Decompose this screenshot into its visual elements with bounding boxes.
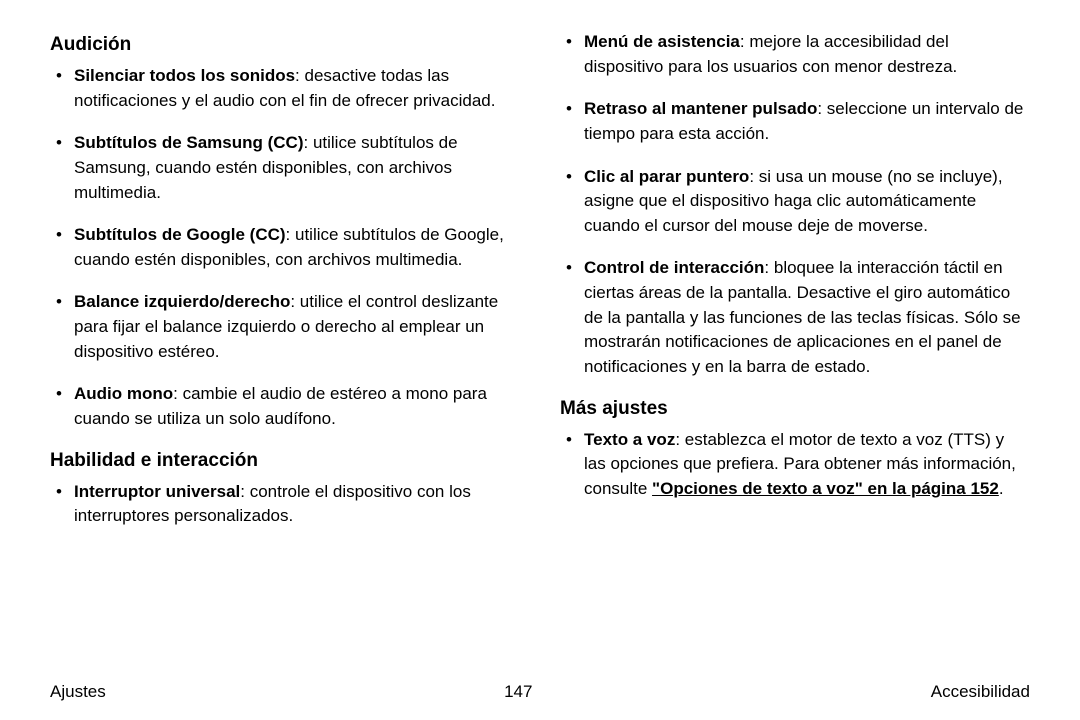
item-bold: Subtítulos de Samsung (CC)	[74, 133, 304, 152]
list-item: Subtítulos de Google (CC): utilice subtí…	[74, 223, 520, 272]
list-item: Retraso al mantener pulsado: seleccione …	[584, 97, 1030, 146]
heading-mas-ajustes: Más ajustes	[560, 398, 1030, 420]
page-content: Audición Silenciar todos los sonidos: de…	[50, 30, 1030, 547]
item-tail: .	[999, 479, 1004, 498]
list-mas-ajustes: Texto a voz: establezca el motor de text…	[560, 428, 1030, 502]
list-item: Balance izquierdo/derecho: utilice el co…	[74, 290, 520, 364]
list-audicion: Silenciar todos los sonidos: desactive t…	[50, 64, 520, 432]
list-item: Interruptor universal: controle el dispo…	[74, 480, 520, 529]
item-bold: Texto a voz	[584, 430, 675, 449]
left-column: Audición Silenciar todos los sonidos: de…	[50, 30, 520, 547]
heading-audicion: Audición	[50, 34, 520, 56]
item-bold: Subtítulos de Google (CC)	[74, 225, 286, 244]
cross-ref-link[interactable]: "Opciones de texto a voz" en la página 1…	[652, 479, 999, 498]
footer-right: Accesibilidad	[931, 682, 1030, 702]
item-bold: Silenciar todos los sonidos	[74, 66, 295, 85]
item-bold: Interruptor universal	[74, 482, 240, 501]
list-item: Menú de asistencia: mejore la accesibili…	[584, 30, 1030, 79]
heading-habilidad: Habilidad e interacción	[50, 450, 520, 472]
list-habilidad: Interruptor universal: controle el dispo…	[50, 480, 520, 529]
footer-page-number: 147	[504, 682, 532, 702]
list-item: Silenciar todos los sonidos: desactive t…	[74, 64, 520, 113]
item-bold: Audio mono	[74, 384, 173, 403]
list-item: Control de interacción: bloquee la inter…	[584, 256, 1030, 379]
list-item: Texto a voz: establezca el motor de text…	[584, 428, 1030, 502]
item-bold: Control de interacción	[584, 258, 764, 277]
list-right-top: Menú de asistencia: mejore la accesibili…	[560, 30, 1030, 380]
item-bold: Menú de asistencia	[584, 32, 740, 51]
list-item: Subtítulos de Samsung (CC): utilice subt…	[74, 131, 520, 205]
item-bold: Clic al parar puntero	[584, 167, 749, 186]
item-bold: Retraso al mantener pulsado	[584, 99, 817, 118]
footer-left: Ajustes	[50, 682, 106, 702]
list-item: Clic al parar puntero: si usa un mouse (…	[584, 165, 1030, 239]
item-bold: Balance izquierdo/derecho	[74, 292, 290, 311]
page-footer: Ajustes 147 Accesibilidad	[50, 682, 1030, 702]
list-item: Audio mono: cambie el audio de estéreo a…	[74, 382, 520, 431]
right-column: Menú de asistencia: mejore la accesibili…	[560, 30, 1030, 547]
